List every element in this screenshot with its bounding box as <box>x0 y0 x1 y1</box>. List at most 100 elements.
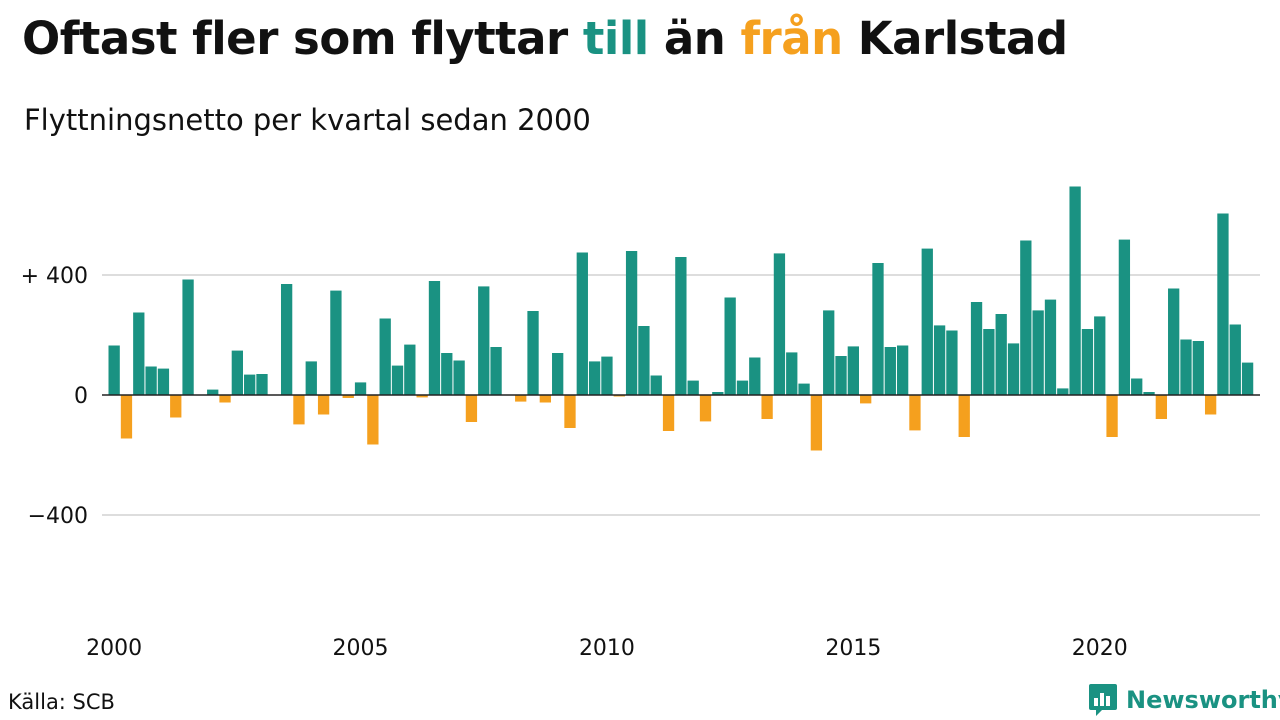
bar-2004-q3 <box>330 290 342 395</box>
bar-2004-q1 <box>305 361 317 395</box>
brand-logo: Newsworthy <box>1088 683 1280 717</box>
bar-2001-q2 <box>170 395 182 418</box>
bar-2017-q4 <box>983 329 995 395</box>
x-tick-label: 2010 <box>579 636 635 661</box>
bar-2002-q4 <box>244 374 256 395</box>
y-tick-label: + 400 <box>21 264 88 289</box>
bar-2016-q1 <box>896 345 909 395</box>
bar-2011-q3 <box>675 257 687 395</box>
bar-2003-q3 <box>280 284 293 395</box>
bar-2011-q1 <box>650 375 662 395</box>
bar-2009-q4 <box>588 361 601 395</box>
bar-2007-q3 <box>478 286 490 395</box>
bar-2011-q2 <box>662 395 675 431</box>
bar-2018-q4 <box>1032 310 1044 395</box>
x-tick-label: 2015 <box>825 636 881 661</box>
x-tick-label: 2020 <box>1072 636 1128 661</box>
bar-2020-q1 <box>1094 316 1106 395</box>
bar-2004-q4 <box>342 395 354 398</box>
bar-chart-speech-bubble-icon <box>1089 684 1117 716</box>
y-tick-label: −400 <box>28 504 88 529</box>
bar-2016-q4 <box>933 325 946 395</box>
x-tick-label: 2000 <box>86 636 142 661</box>
bar-2013-q4 <box>786 352 798 395</box>
bar-2007-q1 <box>453 360 465 395</box>
bar-2006-q2 <box>416 395 428 398</box>
bar-2008-q2 <box>515 395 527 402</box>
bar-2003-q4 <box>293 395 305 425</box>
bar-2002-q1 <box>207 389 219 395</box>
bar-2012-q3 <box>724 297 736 395</box>
bar-2016-q2 <box>909 395 921 431</box>
title-text-start: Oftast fler som flyttar <box>22 12 583 65</box>
bar-2000-q4 <box>145 366 157 395</box>
bar-2023-q1 <box>1241 362 1254 395</box>
bar-2007-q4 <box>490 347 502 395</box>
bar-2017-q1 <box>946 330 958 395</box>
bar-2010-q1 <box>601 356 613 395</box>
bar-2022-q4 <box>1229 324 1241 395</box>
bar-2012-q2 <box>712 392 724 395</box>
bar-2006-q4 <box>441 353 453 395</box>
title-text-end: Karlstad <box>842 12 1068 65</box>
x-tick-label: 2005 <box>333 636 389 661</box>
bar-2019-q3 <box>1069 186 1081 395</box>
bar-2018-q1 <box>995 314 1007 395</box>
bar-2006-q3 <box>428 281 441 395</box>
bar-2010-q4 <box>638 326 650 395</box>
bar-2001-q3 <box>182 279 194 395</box>
bar-2013-q3 <box>773 253 786 395</box>
bar-2001-q1 <box>157 368 170 395</box>
bar-2005-q3 <box>379 318 391 395</box>
title-text-middle: än <box>648 12 741 65</box>
chart-subtitle: Flyttningsnetto per kvartal sedan 2000 <box>24 103 591 137</box>
bar-2014-q3 <box>823 310 835 395</box>
y-tick-labels: + 400 0 −400 <box>21 264 88 529</box>
bar-2004-q2 <box>317 395 330 415</box>
bar-2015-q3 <box>872 263 884 395</box>
brand-name: Newsworthy <box>1126 686 1280 714</box>
bar-2007-q2 <box>465 395 478 422</box>
bar-2000-q2 <box>120 395 133 439</box>
bar-2020-q2 <box>1106 395 1118 437</box>
title-highlight-in: till <box>582 12 649 65</box>
bar-2012-q4 <box>736 380 749 395</box>
bar-2021-q3 <box>1168 288 1180 395</box>
bar-2018-q2 <box>1007 343 1020 395</box>
bar-2019-q2 <box>1057 388 1069 395</box>
bar-2003-q1 <box>256 374 268 395</box>
bar-chart: + 400 0 −400 2000 2005 2010 2015 2020 <box>21 186 1260 661</box>
bar-2015-q1 <box>847 346 859 395</box>
x-tick-labels: 2000 2005 2010 2015 2020 <box>86 636 1128 661</box>
title-highlight-out: från <box>740 12 843 65</box>
bar-2000-q3 <box>133 312 145 395</box>
bar-2012-q1 <box>699 395 712 422</box>
bar-2021-q1 <box>1143 392 1155 395</box>
bar-2002-q3 <box>231 350 243 395</box>
bar-2014-q2 <box>810 395 823 451</box>
bar-2020-q3 <box>1118 239 1131 395</box>
bar-2002-q2 <box>219 395 231 403</box>
bar-2021-q4 <box>1180 339 1192 395</box>
bar-2022-q3 <box>1217 213 1229 395</box>
bar-2020-q4 <box>1131 378 1143 395</box>
bar-2011-q4 <box>687 380 699 395</box>
bar-2016-q3 <box>921 248 933 395</box>
bar-2005-q4 <box>391 365 404 395</box>
bar-2019-q1 <box>1044 299 1057 395</box>
bar-2009-q1 <box>552 353 564 395</box>
bar-2000-q1 <box>108 345 120 395</box>
bar-2013-q2 <box>761 395 773 419</box>
bar-2014-q4 <box>835 356 847 395</box>
source-note: Källa: SCB <box>8 690 115 714</box>
bar-2010-q3 <box>625 251 638 395</box>
bar-2009-q3 <box>576 252 588 395</box>
bar-2014-q1 <box>798 383 810 395</box>
bar-2009-q2 <box>564 395 576 428</box>
bars <box>108 186 1254 451</box>
bar-2019-q4 <box>1081 329 1094 395</box>
bar-2005-q2 <box>367 395 379 445</box>
bar-2022-q1 <box>1192 341 1204 395</box>
chart-title: Oftast fler som flyttar till än från Kar… <box>22 12 1068 65</box>
bar-2022-q2 <box>1204 395 1217 415</box>
